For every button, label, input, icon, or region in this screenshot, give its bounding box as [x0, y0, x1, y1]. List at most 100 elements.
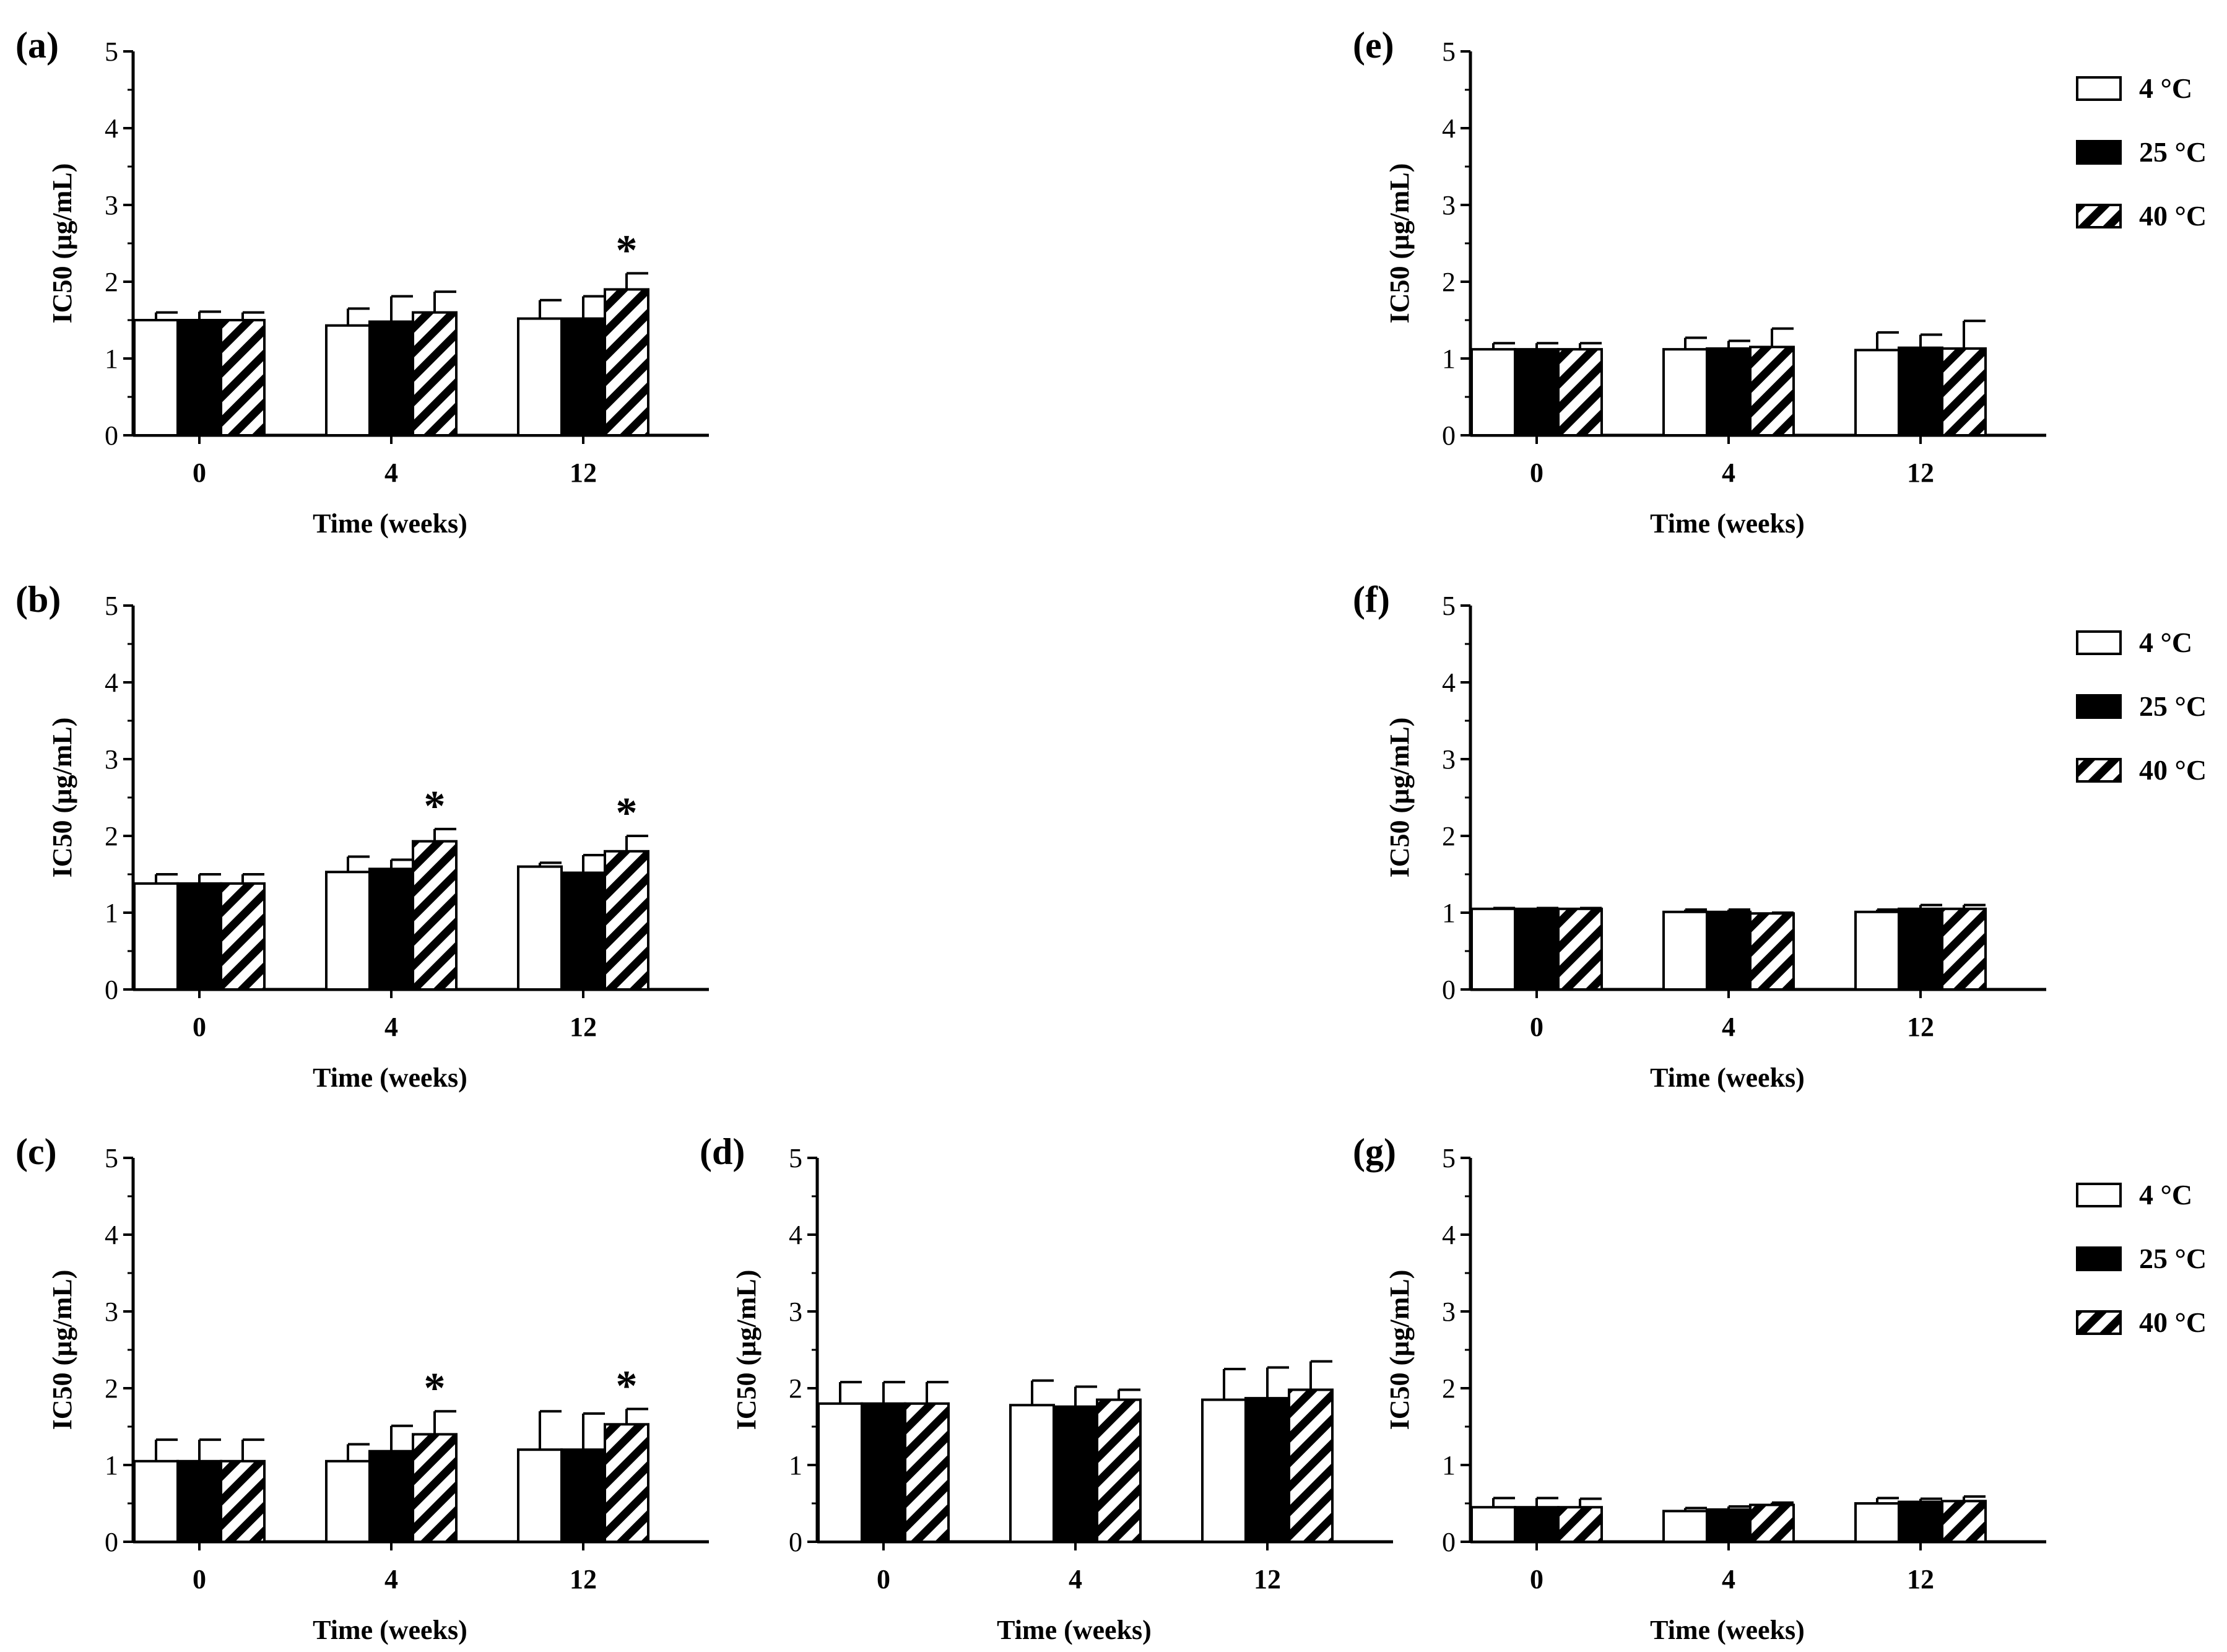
bar [220, 882, 266, 991]
legend-swatch [2076, 694, 2122, 719]
bar [1662, 910, 1708, 991]
bar [560, 317, 606, 437]
bar [861, 1402, 906, 1544]
bar [1941, 1500, 1987, 1544]
y-tick-label: 0 [105, 975, 118, 1005]
y-tick-label: 5 [105, 591, 118, 621]
significance-star: * [424, 783, 446, 830]
y-tick-label: 0 [105, 1527, 118, 1557]
legend-swatch [2076, 76, 2122, 101]
y-tick-label: 4 [105, 113, 118, 144]
x-tick-label: 0 [1530, 1012, 1543, 1042]
y-tick-label: 5 [789, 1143, 802, 1173]
legend-swatch [2076, 1183, 2122, 1207]
legend-label: 4 °C [2139, 627, 2192, 658]
legend-swatch [2076, 204, 2122, 228]
bar [325, 324, 371, 437]
bar [133, 319, 179, 437]
bar [1288, 1388, 1334, 1543]
bar [368, 320, 414, 437]
bar [1898, 907, 1943, 991]
bar [517, 865, 563, 991]
y-tick-label: 1 [105, 344, 118, 374]
x-tick-label: 12 [1907, 1564, 1934, 1594]
x-tick-label: 4 [1069, 1564, 1082, 1594]
bar [560, 871, 606, 991]
x-tick-label: 4 [384, 1564, 398, 1594]
x-axis-title: Time (weeks) [1650, 1615, 1805, 1645]
y-tick-label: 2 [1442, 821, 1456, 851]
y-tick-label: 3 [105, 1297, 118, 1327]
y-axis-title: IC50 (µg/mL) [47, 718, 77, 878]
y-tick-label: 4 [1442, 113, 1456, 144]
bar [1201, 1398, 1247, 1544]
bar [1898, 1500, 1943, 1544]
bar [1854, 349, 1900, 437]
y-tick-label: 1 [1442, 898, 1456, 928]
y-tick-label: 3 [105, 190, 118, 220]
legend-label: 25 °C [2139, 690, 2207, 722]
y-tick-label: 3 [105, 744, 118, 775]
legend-swatch [2076, 140, 2122, 165]
panel-label: (f) [1353, 579, 1390, 620]
y-tick-label: 5 [1442, 591, 1456, 621]
y-tick-label: 1 [105, 1450, 118, 1480]
bar [133, 1459, 179, 1544]
bar [1514, 1506, 1560, 1543]
y-tick-label: 3 [1442, 744, 1456, 775]
bar [1053, 1405, 1098, 1544]
y-tick-label: 4 [105, 1220, 118, 1250]
panel-label: (c) [15, 1131, 57, 1172]
bar [1706, 1508, 1752, 1543]
y-tick-label: 3 [789, 1297, 802, 1327]
legend-label: 25 °C [2139, 136, 2207, 168]
y-tick-label: 5 [105, 37, 118, 67]
bar [604, 288, 649, 437]
legend-swatch [2076, 630, 2122, 655]
y-axis-title: IC50 (µg/mL) [1384, 1270, 1415, 1430]
bar [517, 1448, 563, 1543]
bar [1662, 348, 1708, 437]
y-axis-title: IC50 (µg/mL) [731, 1270, 762, 1430]
bar [412, 1433, 458, 1543]
x-tick-label: 12 [1907, 1012, 1934, 1042]
legend-label: 4 °C [2139, 72, 2192, 104]
bar [604, 850, 649, 991]
legend-swatch [2076, 1246, 2122, 1271]
x-tick-label: 4 [1722, 1564, 1735, 1594]
panel-label: (a) [15, 25, 59, 66]
x-tick-label: 0 [1530, 458, 1543, 488]
bar [176, 319, 222, 437]
bar [412, 311, 458, 437]
x-tick-label: 4 [384, 1012, 398, 1042]
x-axis-title: Time (weeks) [313, 1615, 467, 1645]
y-tick-label: 5 [1442, 37, 1456, 67]
bar [1009, 1404, 1055, 1544]
y-tick-label: 2 [105, 267, 118, 297]
bar [220, 1459, 266, 1544]
bar [176, 1459, 222, 1544]
y-tick-label: 0 [1442, 1527, 1456, 1557]
significance-star: * [424, 1365, 446, 1412]
legend-label: 4 °C [2139, 1179, 2192, 1211]
bar [1706, 910, 1752, 991]
y-tick-label: 5 [1442, 1143, 1456, 1173]
y-tick-label: 0 [1442, 975, 1456, 1005]
bar [368, 1450, 414, 1543]
bar [1941, 907, 1987, 991]
bar [1514, 907, 1560, 991]
bar [517, 317, 563, 437]
x-tick-label: 0 [193, 458, 206, 488]
bar [560, 1448, 606, 1543]
bar [1898, 346, 1943, 437]
x-tick-label: 0 [877, 1564, 890, 1594]
bar [904, 1402, 950, 1544]
bar [1749, 912, 1795, 991]
y-tick-label: 2 [105, 821, 118, 851]
y-tick-label: 1 [105, 898, 118, 928]
bar [176, 882, 222, 991]
